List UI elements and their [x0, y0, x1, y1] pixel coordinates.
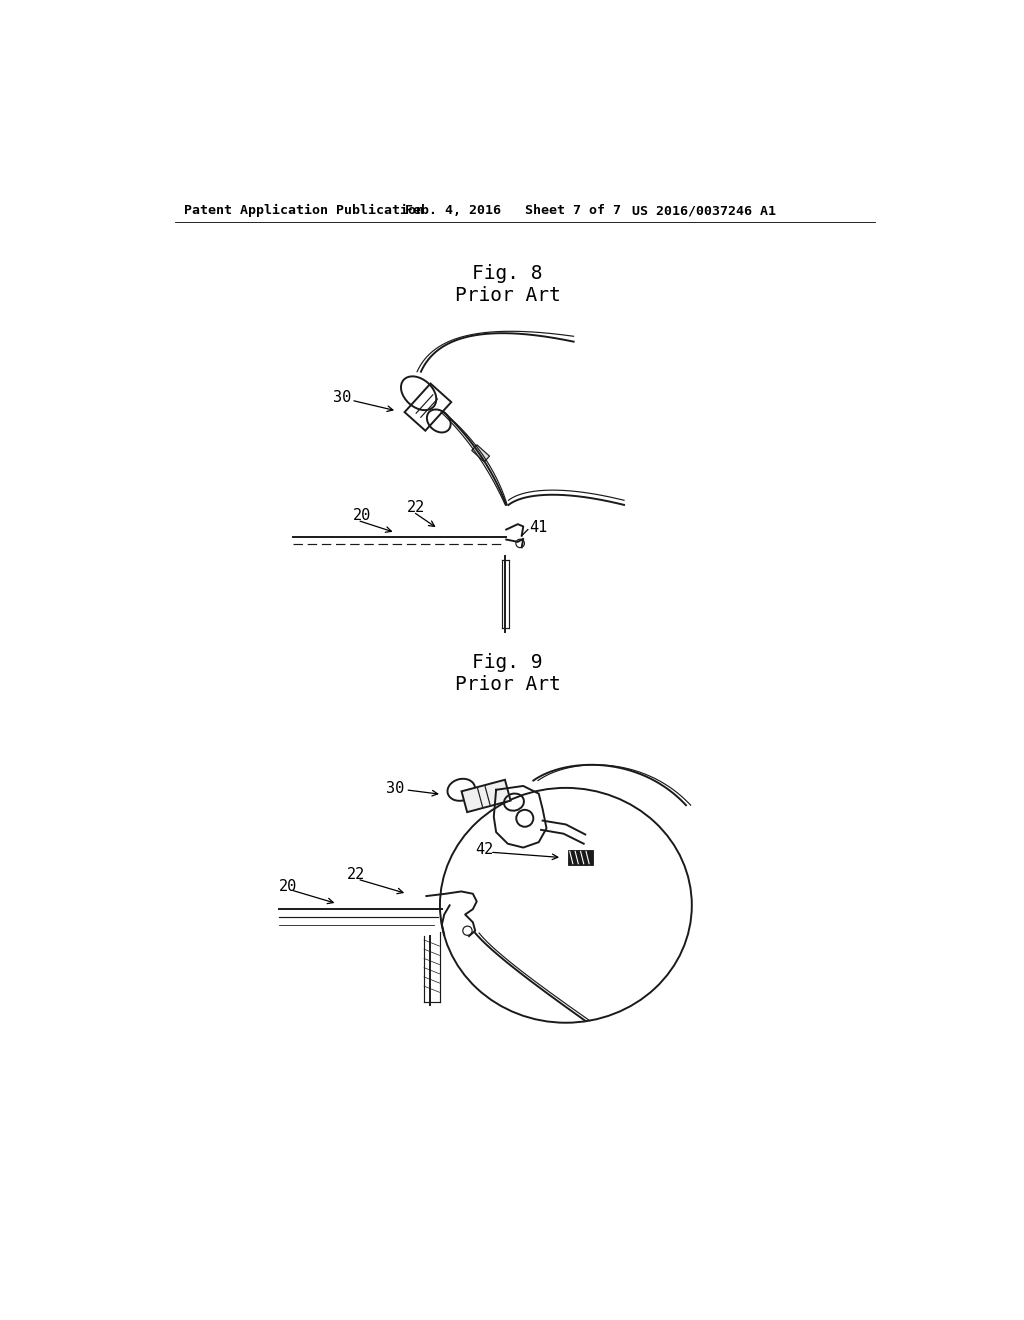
Polygon shape [472, 445, 489, 462]
Polygon shape [462, 780, 511, 812]
Text: Prior Art: Prior Art [455, 675, 560, 694]
Text: Patent Application Publication: Patent Application Publication [183, 205, 424, 218]
Polygon shape [568, 850, 593, 866]
Text: Fig. 8: Fig. 8 [472, 264, 543, 284]
Text: 30: 30 [386, 780, 404, 796]
Text: 20: 20 [352, 508, 371, 523]
Text: Fig. 9: Fig. 9 [472, 653, 543, 672]
Text: 22: 22 [407, 500, 425, 515]
Text: 22: 22 [347, 867, 366, 882]
Text: 20: 20 [280, 879, 297, 894]
Text: 41: 41 [529, 520, 548, 536]
Text: US 2016/0037246 A1: US 2016/0037246 A1 [632, 205, 776, 218]
Text: 30: 30 [334, 389, 351, 405]
Text: Feb. 4, 2016   Sheet 7 of 7: Feb. 4, 2016 Sheet 7 of 7 [406, 205, 622, 218]
Text: 42: 42 [475, 842, 494, 857]
Text: Prior Art: Prior Art [455, 286, 560, 305]
